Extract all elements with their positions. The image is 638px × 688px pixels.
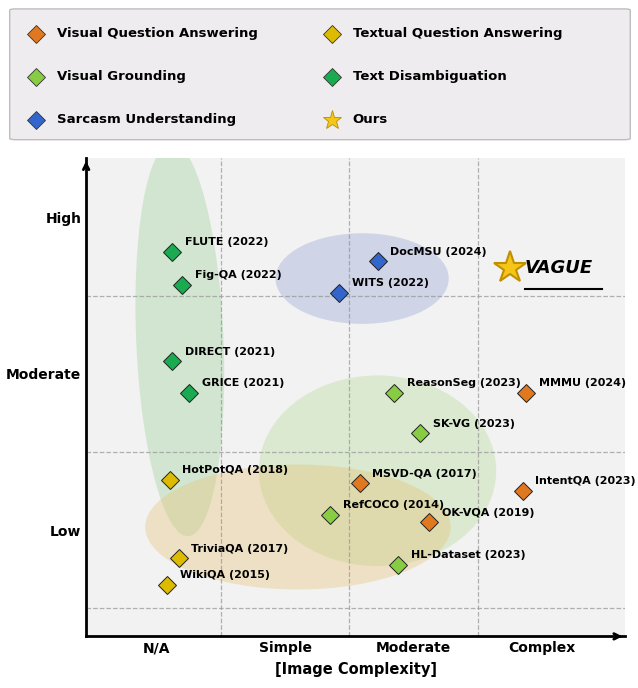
Text: Text Disambiguation: Text Disambiguation	[353, 70, 507, 83]
Text: TriviaQA (2017): TriviaQA (2017)	[191, 544, 288, 554]
Text: Fig-QA (2022): Fig-QA (2022)	[195, 270, 282, 280]
Ellipse shape	[259, 376, 496, 566]
Text: FLUTE (2022): FLUTE (2022)	[185, 237, 269, 247]
Text: MSVD-QA (2017): MSVD-QA (2017)	[373, 469, 477, 479]
Text: DocMSU (2024): DocMSU (2024)	[390, 247, 487, 257]
Text: Visual Question Answering: Visual Question Answering	[57, 28, 258, 40]
Text: SK-VG (2023): SK-VG (2023)	[433, 418, 515, 429]
FancyBboxPatch shape	[10, 9, 630, 140]
Text: RefCOCO (2014): RefCOCO (2014)	[343, 499, 444, 510]
Text: IntentQA (2023): IntentQA (2023)	[535, 476, 636, 486]
X-axis label: [Image Complexity]: [Image Complexity]	[275, 663, 436, 677]
Text: WITS (2022): WITS (2022)	[352, 278, 429, 288]
Text: HL-Dataset (2023): HL-Dataset (2023)	[411, 550, 526, 560]
Text: DIRECT (2021): DIRECT (2021)	[185, 347, 275, 356]
Text: OK-VQA (2019): OK-VQA (2019)	[441, 508, 534, 517]
Text: Ours: Ours	[353, 113, 388, 126]
Text: Sarcasm Understanding: Sarcasm Understanding	[57, 113, 236, 126]
Text: WikiQA (2015): WikiQA (2015)	[180, 570, 270, 580]
Text: VAGUE: VAGUE	[525, 259, 593, 277]
Text: ReasonSeg (2023): ReasonSeg (2023)	[407, 378, 521, 388]
Text: HotPotQA (2018): HotPotQA (2018)	[182, 466, 288, 475]
Text: Visual Grounding: Visual Grounding	[57, 70, 186, 83]
Text: MMMU (2024): MMMU (2024)	[539, 378, 627, 388]
Ellipse shape	[276, 233, 449, 324]
Text: GRICE (2021): GRICE (2021)	[202, 378, 284, 388]
Ellipse shape	[135, 143, 224, 536]
Text: Textual Question Answering: Textual Question Answering	[353, 28, 562, 40]
Ellipse shape	[145, 464, 450, 590]
